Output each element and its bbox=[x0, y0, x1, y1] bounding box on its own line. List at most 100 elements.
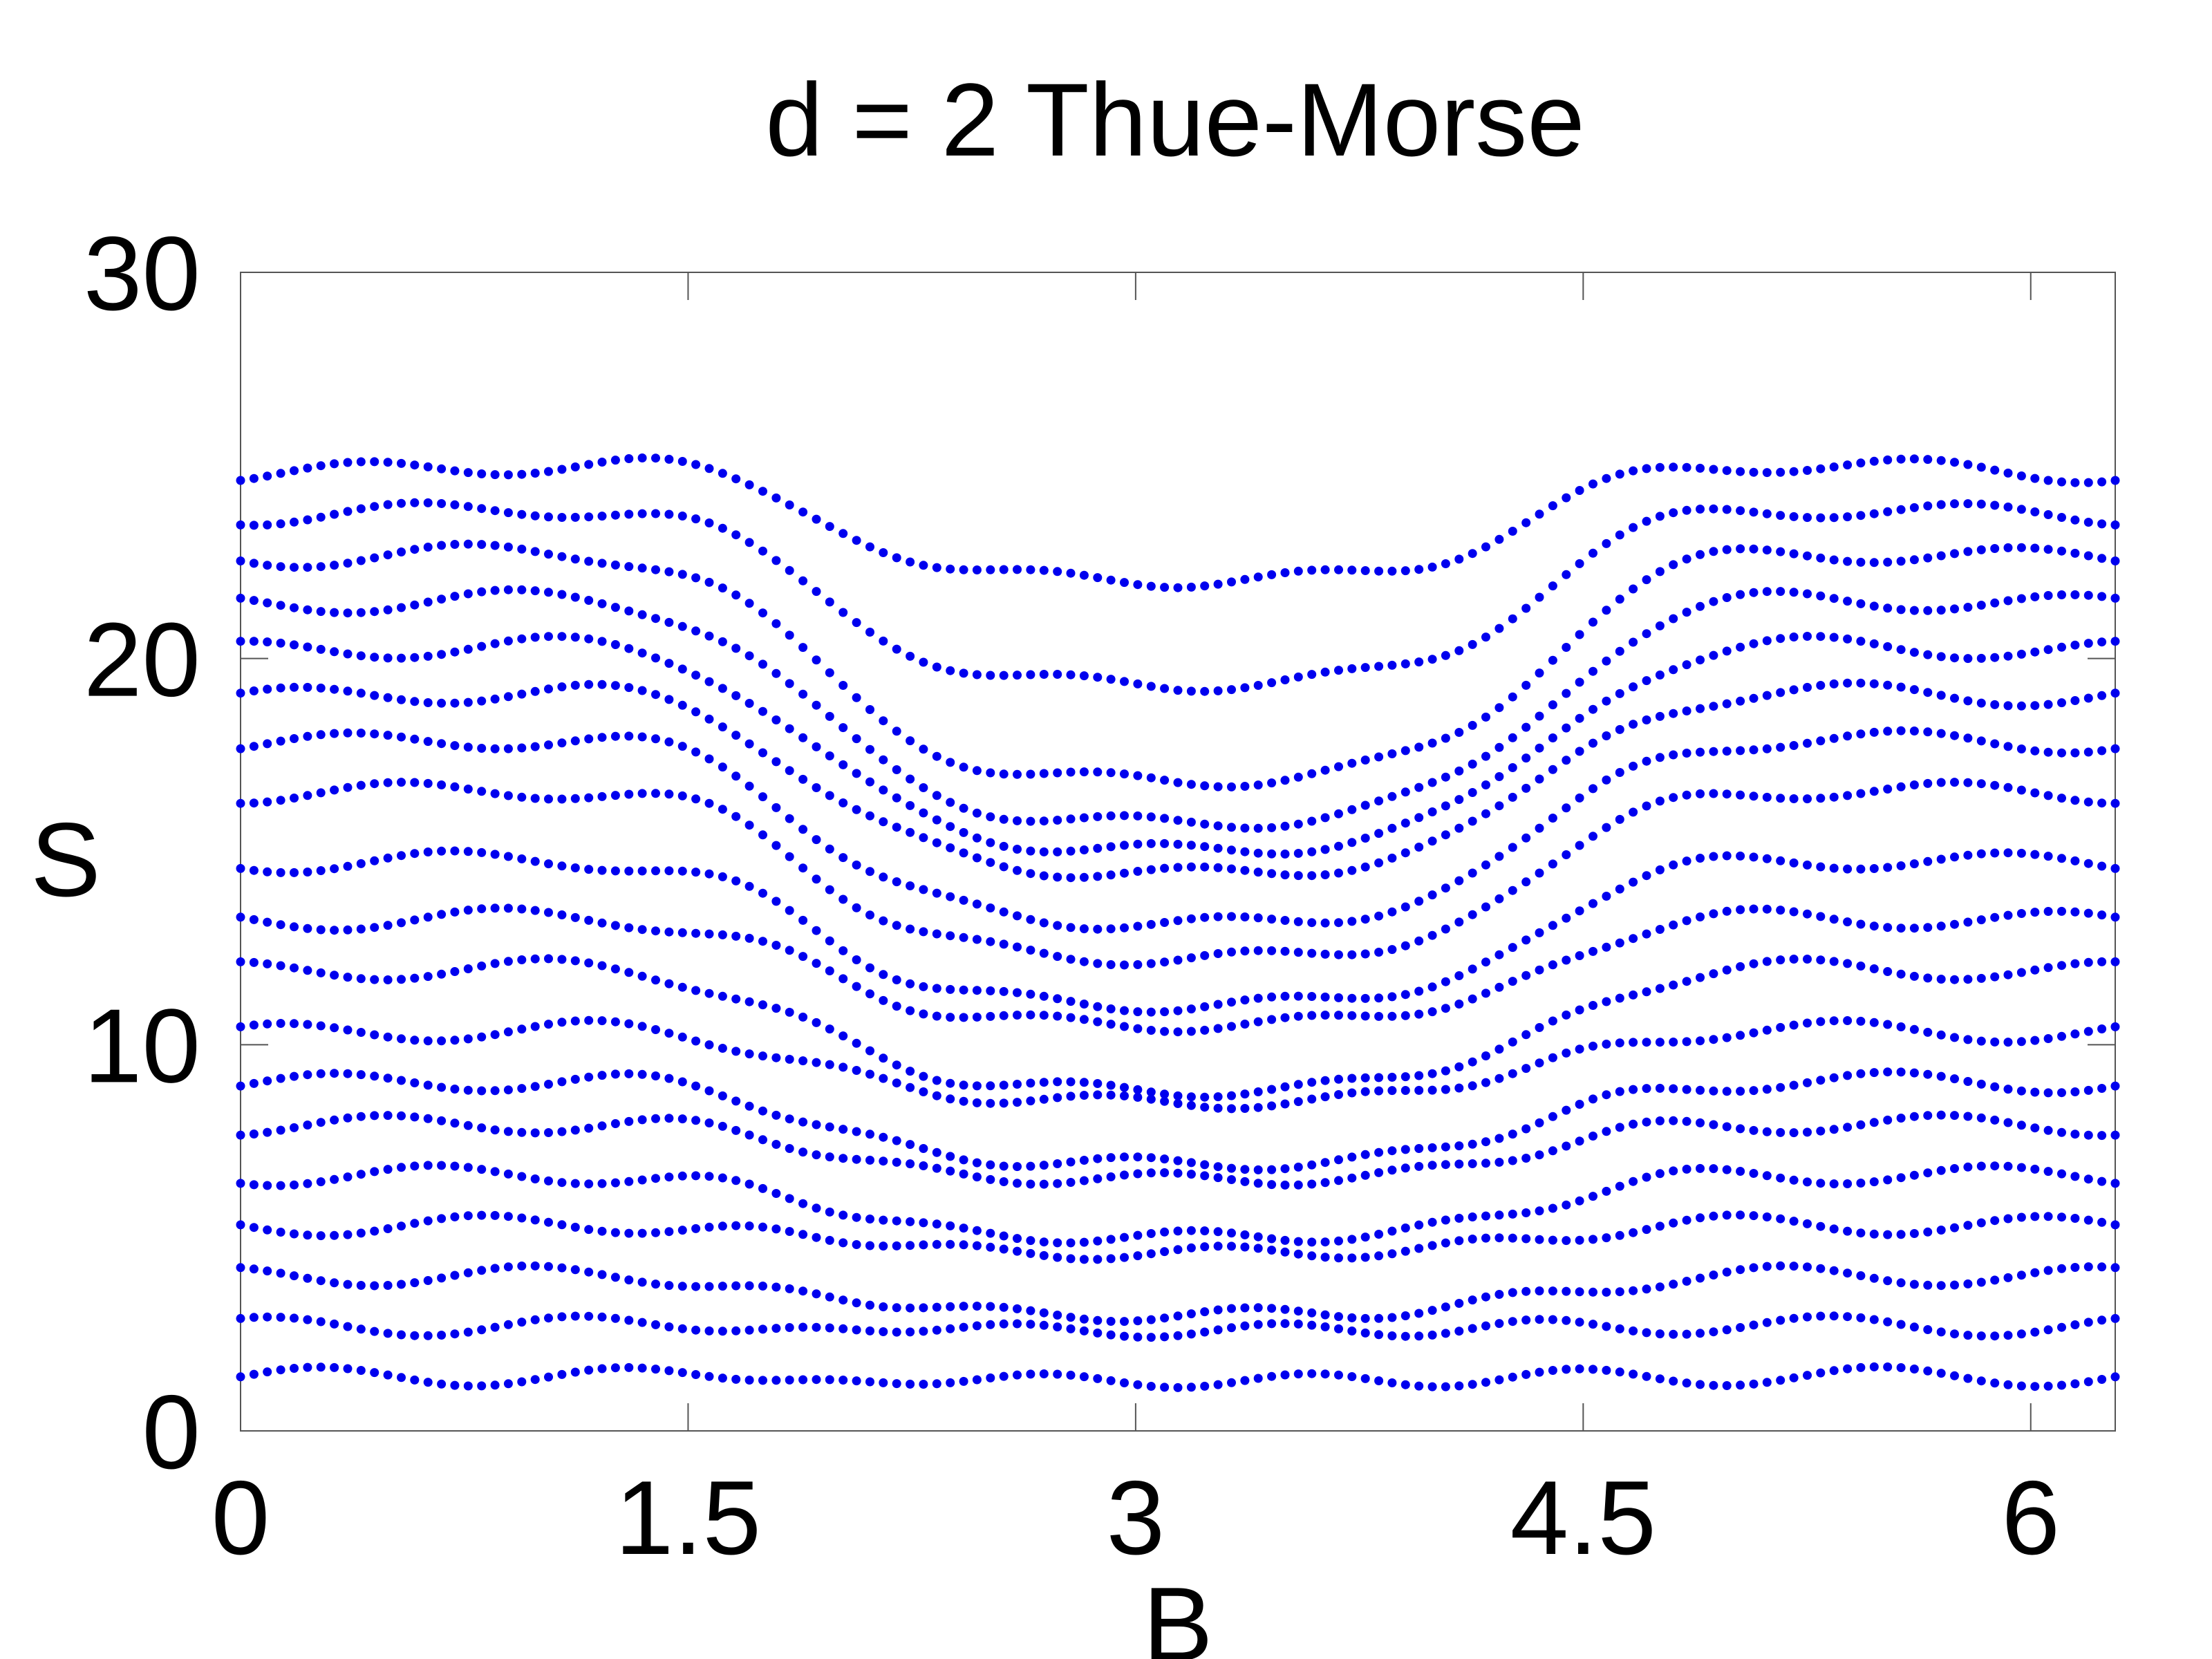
data-point bbox=[744, 739, 754, 749]
data-point bbox=[1909, 859, 1919, 869]
data-point bbox=[1454, 766, 1464, 776]
data-point bbox=[731, 994, 741, 1004]
data-point bbox=[718, 1282, 727, 1291]
data-point bbox=[1013, 671, 1022, 680]
data-point bbox=[1347, 1074, 1357, 1083]
data-point bbox=[2083, 1027, 2093, 1036]
data-point bbox=[1387, 1165, 1397, 1175]
data-point bbox=[1803, 1371, 1812, 1380]
data-point bbox=[1374, 566, 1384, 576]
data-point bbox=[1856, 1228, 1866, 1238]
data-point bbox=[879, 970, 888, 980]
data-point bbox=[1441, 1382, 1450, 1391]
data-point bbox=[919, 808, 928, 818]
data-point bbox=[624, 1315, 634, 1325]
data-point bbox=[1762, 904, 1772, 914]
data-point bbox=[1736, 905, 1745, 915]
data-point bbox=[276, 961, 285, 971]
data-point bbox=[1374, 1230, 1384, 1239]
data-point bbox=[1602, 474, 1611, 483]
data-point bbox=[1829, 1266, 1839, 1275]
data-point bbox=[1494, 982, 1504, 992]
data-point bbox=[1762, 957, 1772, 966]
data-point bbox=[1709, 504, 1718, 514]
data-point bbox=[1936, 691, 1946, 700]
data-point bbox=[946, 1239, 955, 1249]
data-point bbox=[463, 906, 473, 915]
data-point bbox=[1909, 1068, 1919, 1078]
data-point bbox=[2016, 744, 2026, 753]
data-point bbox=[1280, 946, 1290, 956]
data-point bbox=[1133, 1230, 1143, 1240]
data-point bbox=[290, 603, 299, 612]
data-point bbox=[1039, 1094, 1049, 1104]
data-point bbox=[1709, 909, 1718, 919]
data-point bbox=[1843, 1016, 1853, 1025]
data-point bbox=[1575, 1318, 1584, 1327]
data-point bbox=[330, 971, 339, 980]
data-point bbox=[1213, 579, 1223, 589]
data-point bbox=[1749, 745, 1759, 755]
data-point bbox=[946, 1302, 955, 1311]
data-point bbox=[1869, 639, 1879, 648]
data-point bbox=[718, 469, 727, 478]
data-point bbox=[1240, 1303, 1250, 1313]
data-point bbox=[1173, 863, 1183, 872]
data-point bbox=[1936, 456, 1946, 465]
data-point bbox=[1387, 945, 1397, 955]
data-point bbox=[664, 454, 674, 464]
data-point bbox=[423, 972, 433, 982]
data-point bbox=[316, 1362, 326, 1372]
data-point bbox=[1240, 1020, 1250, 1029]
data-point bbox=[1789, 549, 1799, 559]
data-point bbox=[450, 741, 460, 751]
data-point bbox=[423, 543, 433, 552]
data-point bbox=[1508, 1209, 1517, 1219]
data-point bbox=[1053, 1369, 1062, 1379]
data-point bbox=[249, 957, 259, 967]
data-point bbox=[1253, 1232, 1263, 1241]
data-point bbox=[303, 868, 312, 877]
data-point bbox=[1120, 1170, 1129, 1180]
data-point bbox=[610, 731, 620, 741]
data-point bbox=[1414, 742, 1424, 752]
data-point bbox=[330, 864, 339, 874]
data-point bbox=[892, 1303, 901, 1313]
data-point bbox=[1133, 1380, 1143, 1389]
data-point bbox=[330, 1230, 339, 1240]
data-point bbox=[2016, 1037, 2026, 1047]
data-point bbox=[1521, 783, 1531, 793]
data-point bbox=[1414, 1144, 1424, 1153]
data-point bbox=[383, 975, 393, 984]
data-point bbox=[610, 456, 620, 465]
data-point bbox=[731, 644, 741, 653]
data-point bbox=[2097, 554, 2107, 563]
data-point bbox=[276, 1313, 285, 1322]
data-point bbox=[959, 848, 968, 858]
data-point bbox=[1629, 1119, 1638, 1129]
data-point bbox=[356, 651, 366, 661]
data-point bbox=[263, 739, 272, 749]
data-point bbox=[1575, 1287, 1584, 1297]
data-point bbox=[1253, 681, 1263, 690]
data-point bbox=[1146, 1153, 1156, 1163]
data-point bbox=[1160, 776, 1170, 785]
data-point bbox=[1749, 1211, 1759, 1221]
data-point bbox=[544, 1128, 553, 1137]
data-point bbox=[1374, 829, 1384, 838]
data-point bbox=[1736, 790, 1745, 800]
data-point bbox=[1508, 1037, 1517, 1047]
data-point bbox=[906, 827, 915, 837]
data-point bbox=[1026, 1369, 1035, 1379]
data-point bbox=[2016, 649, 2026, 659]
data-point bbox=[1789, 1217, 1799, 1226]
data-point bbox=[570, 462, 580, 471]
data-point bbox=[1200, 1092, 1210, 1102]
data-point bbox=[1749, 467, 1759, 477]
data-point bbox=[1240, 1230, 1250, 1239]
data-point bbox=[1240, 574, 1250, 584]
data-point bbox=[2003, 596, 2013, 606]
data-point bbox=[1360, 1232, 1370, 1242]
data-point bbox=[1120, 1378, 1129, 1387]
data-point bbox=[744, 881, 754, 891]
